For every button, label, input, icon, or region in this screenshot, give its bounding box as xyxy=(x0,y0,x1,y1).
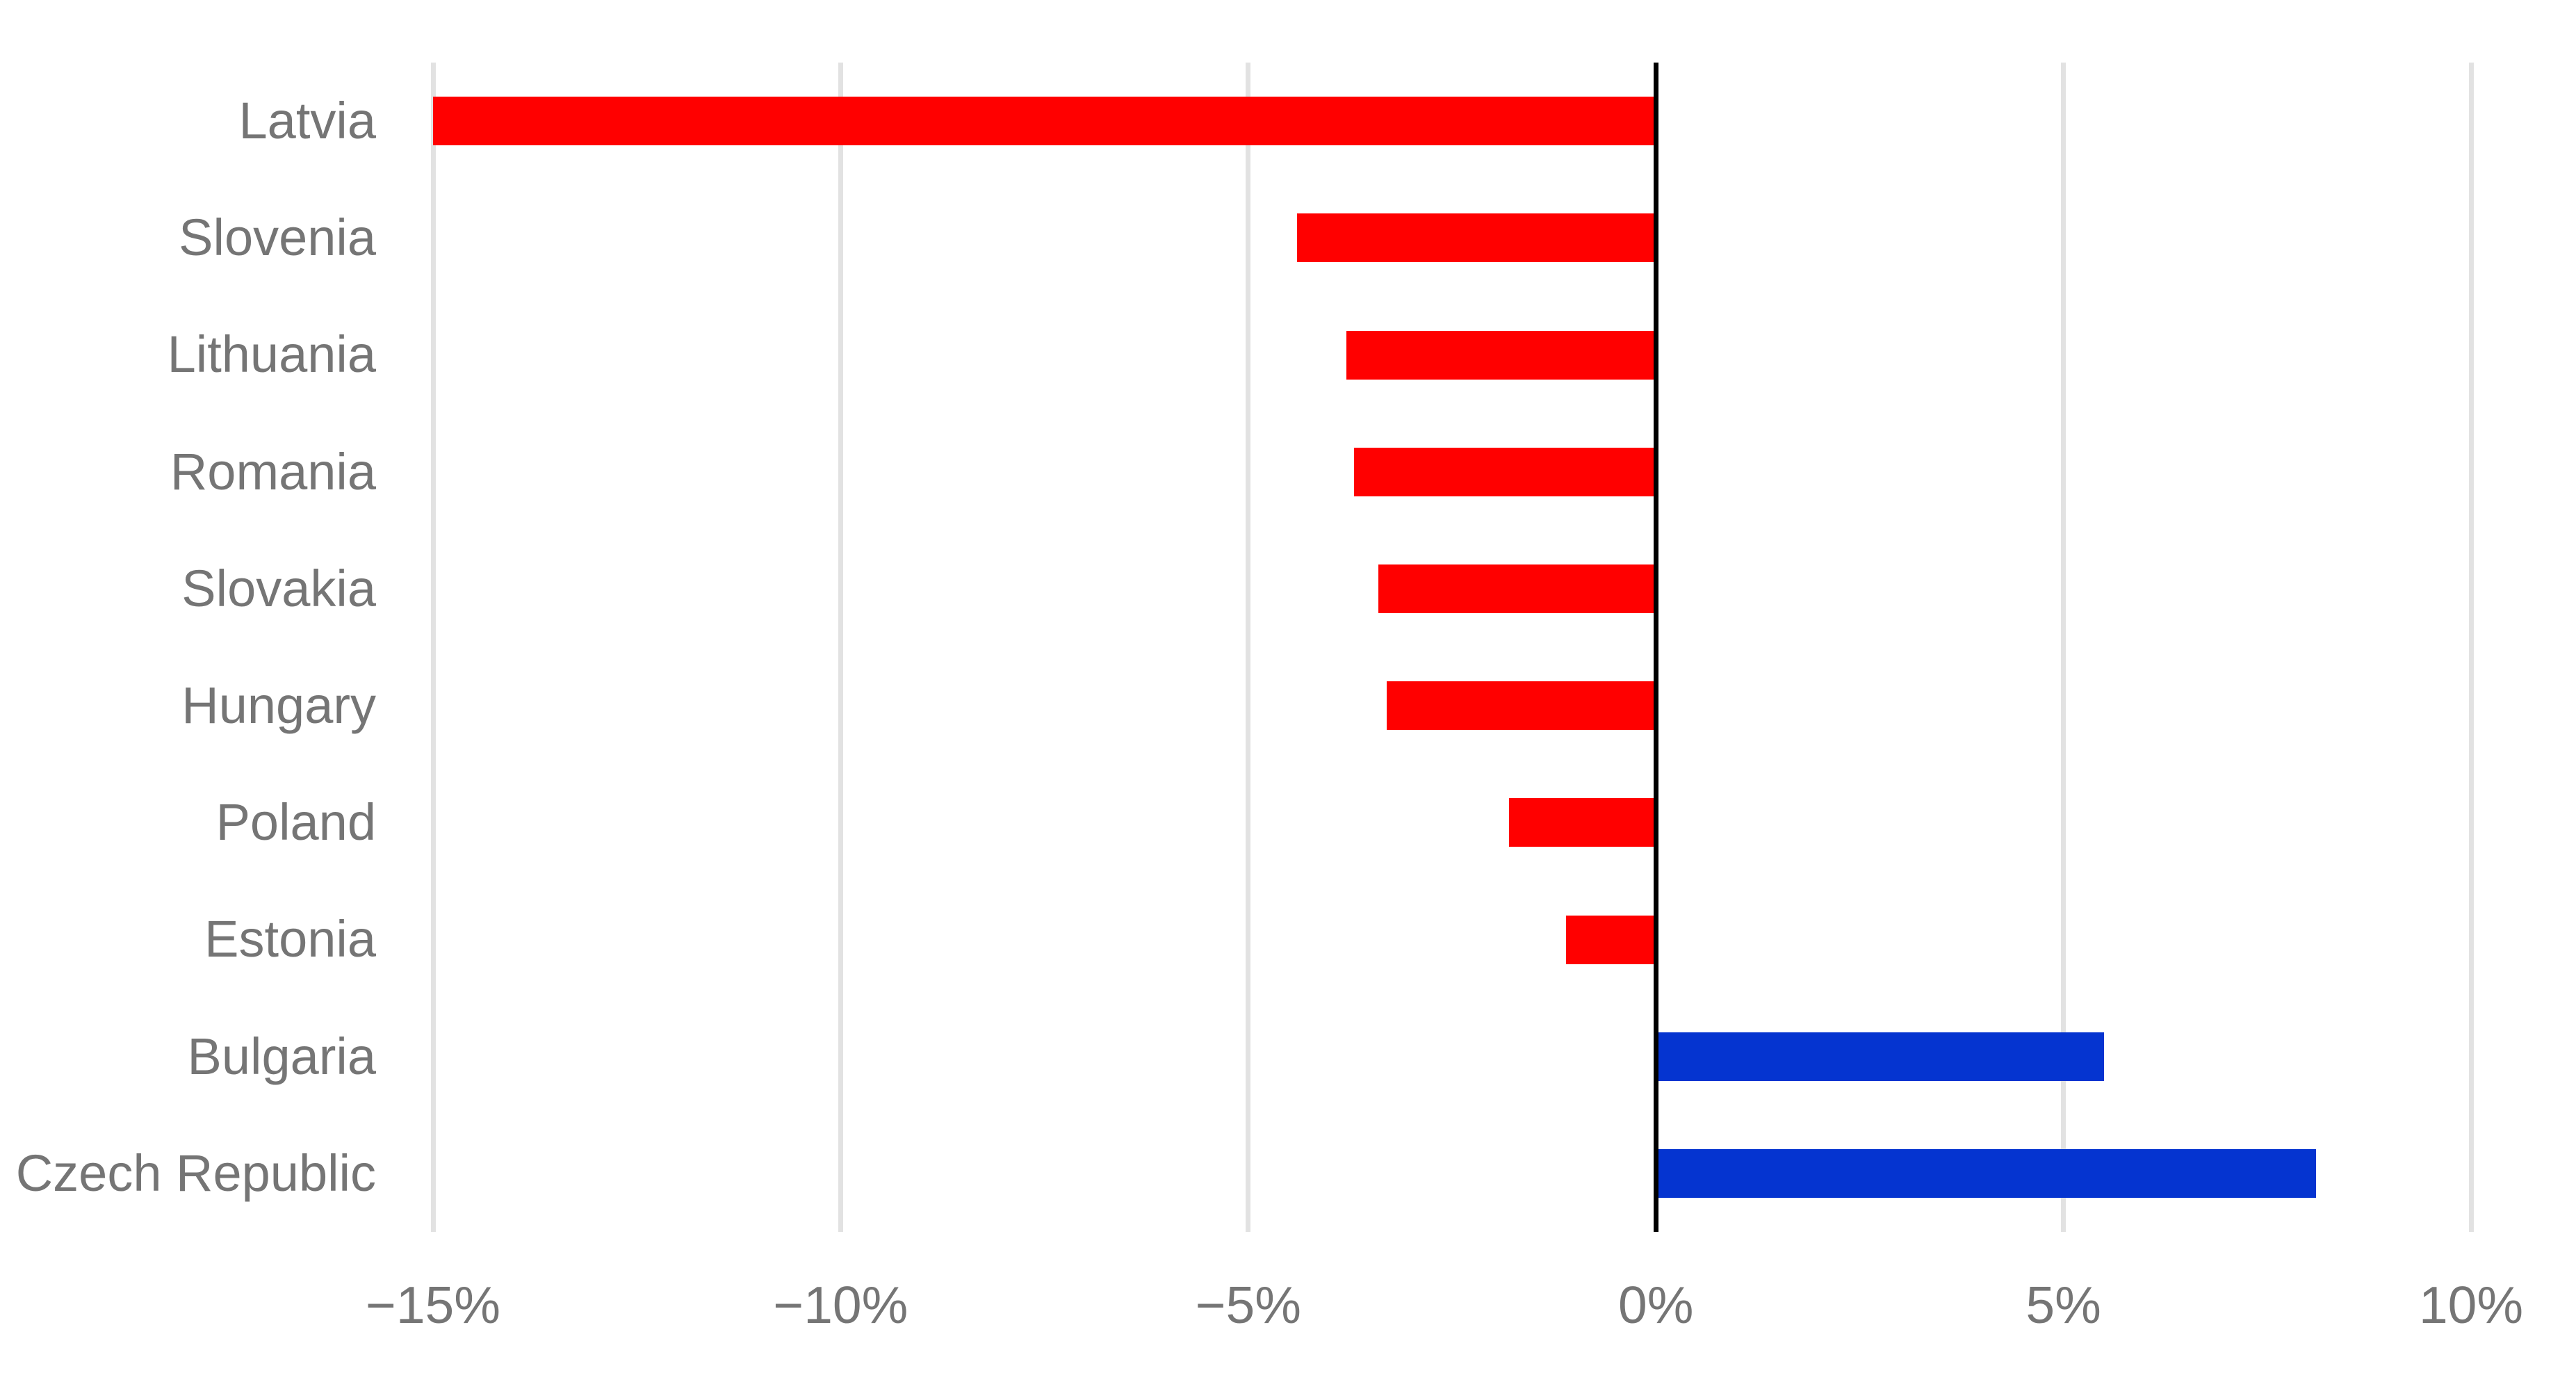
bar-hungary xyxy=(1387,681,1656,731)
category-label-romania: Romania xyxy=(170,442,376,501)
category-label-hungary: Hungary xyxy=(181,676,376,735)
x-tick-label--15: −15% xyxy=(366,1276,500,1334)
category-label-czech-republic: Czech Republic xyxy=(15,1144,376,1202)
gridline-−10% xyxy=(838,63,843,1232)
bar-lithuania xyxy=(1346,330,1656,380)
bar-czech-republic xyxy=(1656,1148,2317,1198)
zero-axis-line xyxy=(1653,63,1658,1232)
bar-latvia xyxy=(433,97,1656,146)
x-tick-label-10: 10% xyxy=(2418,1276,2524,1334)
category-label-bulgaria: Bulgaria xyxy=(187,1027,376,1085)
gridline-−5% xyxy=(1246,63,1251,1232)
x-tick-label-0: 0% xyxy=(1617,1276,1694,1334)
category-label-slovakia: Slovakia xyxy=(181,559,376,617)
x-tick-label--10: −10% xyxy=(773,1276,908,1334)
category-label-estonia: Estonia xyxy=(204,910,376,968)
plot-area xyxy=(430,63,2474,1232)
bar-slovakia xyxy=(1378,564,1656,613)
x-tick-label--5: −5% xyxy=(1195,1276,1301,1334)
x-tick-label-5: 5% xyxy=(2025,1276,2101,1334)
bar-bulgaria xyxy=(1656,1032,2105,1081)
category-label-slovenia: Slovenia xyxy=(179,209,376,267)
category-axis-labels: Latvia Slovenia Lithuania Romania Slovakia Hu… xyxy=(0,63,376,1232)
category-label-lithuania: Lithuania xyxy=(167,325,376,384)
category-label-poland: Poland xyxy=(215,793,376,852)
x-axis-tick-labels: −15% −10% −5% 0% 5% 10% xyxy=(0,1274,2576,1344)
bar-poland xyxy=(1509,798,1656,847)
category-label-latvia: Latvia xyxy=(238,92,376,150)
bar-estonia xyxy=(1566,915,1656,964)
gridline-5% xyxy=(2061,63,2066,1232)
bar-slovenia xyxy=(1297,213,1656,263)
bar-romania xyxy=(1354,447,1656,496)
gridline-10% xyxy=(2468,63,2474,1232)
gridline-−15% xyxy=(430,63,436,1232)
